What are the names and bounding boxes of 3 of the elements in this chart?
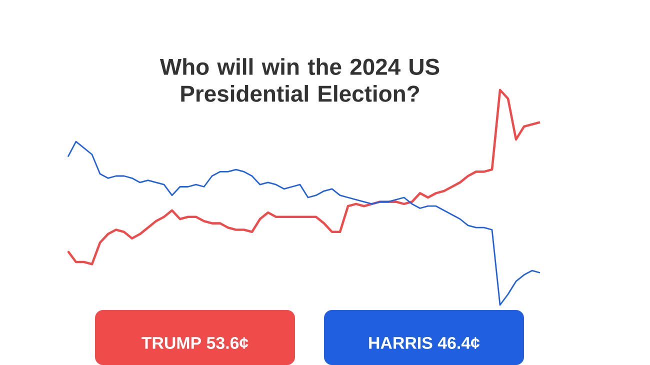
text: HARRIS 46.4¢ [369, 336, 480, 350]
chart-title: Who will win the 2024 US Presidential Election? [160, 58, 440, 102]
text: TRUMP 53.6¢ [142, 336, 248, 350]
